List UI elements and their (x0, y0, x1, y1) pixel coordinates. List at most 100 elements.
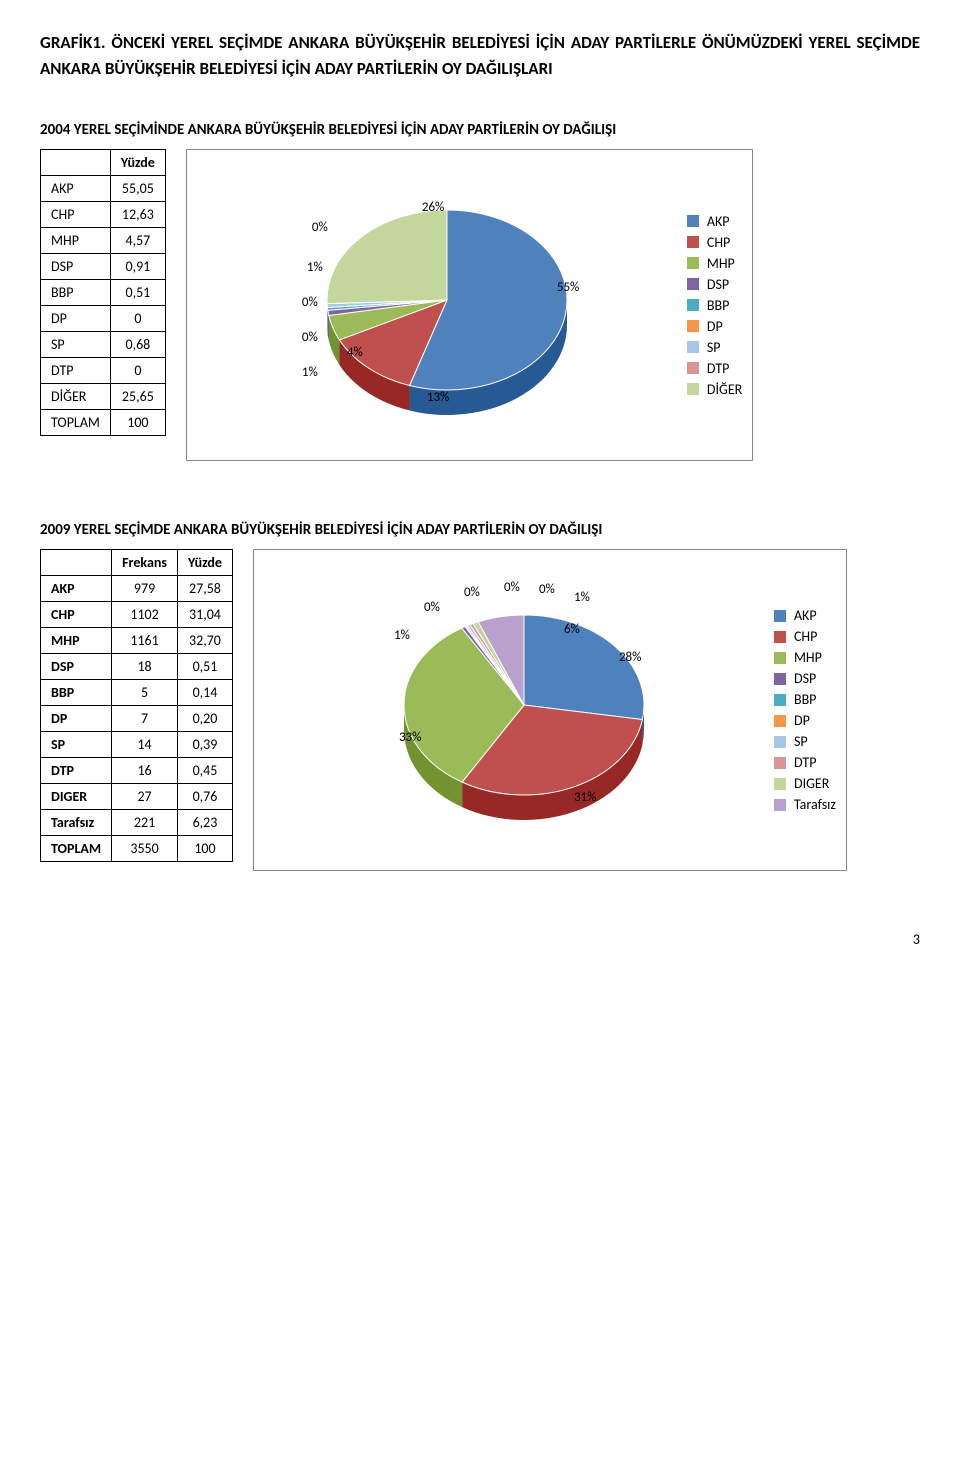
legend-swatch (774, 799, 786, 811)
table-row-label: DP (41, 706, 112, 732)
table-row-label: DSP (41, 654, 112, 680)
legend-item: AKP (687, 213, 742, 230)
table-row-label: DSP (41, 254, 111, 280)
legend-swatch (774, 610, 786, 622)
page-title: GRAFİK1. ÖNCEKİ YEREL SEÇİMDE ANKARA BÜY… (40, 30, 920, 81)
legend-label: SP (794, 733, 808, 750)
pie-pct-label: 13% (427, 390, 449, 405)
pie-pct-label: 1% (302, 365, 318, 380)
chart1-section: Yüzde AKP55,05CHP12,63MHP4,57DSP0,91BBP0… (40, 149, 920, 461)
chart2-title: 2009 YEREL SEÇİMDE ANKARA BÜYÜKŞEHİR BEL… (40, 521, 920, 539)
chart1-table-header: Yüzde (110, 150, 165, 176)
table-row-f: 5 (112, 680, 178, 706)
pie-pct-label: 6% (564, 622, 580, 637)
legend-item: BBP (687, 297, 742, 314)
legend-item: DTP (687, 360, 742, 377)
legend-label: DİĞER (707, 381, 742, 398)
table-row-label: CHP (41, 202, 111, 228)
table-row-label: AKP (41, 176, 111, 202)
legend-swatch (774, 694, 786, 706)
legend-item: SP (687, 339, 742, 356)
legend-label: AKP (707, 213, 730, 230)
legend-label: DSP (794, 670, 816, 687)
legend-item: DİĞER (687, 381, 742, 398)
table-row-y: 0,39 (177, 732, 232, 758)
table-row-label: SP (41, 332, 111, 358)
table-row-f: 1102 (112, 602, 178, 628)
table-row-label: DP (41, 306, 111, 332)
pie-pct-label: 1% (307, 260, 323, 275)
pie-pct-label: 26% (422, 200, 444, 215)
legend-label: DTP (794, 754, 817, 771)
legend-label: DP (707, 318, 723, 335)
table-row-label: DIGER (41, 784, 112, 810)
table-row-y: 0,76 (177, 784, 232, 810)
table-row-f: 7 (112, 706, 178, 732)
chart2-legend: AKPCHPMHPDSPBBPDPSPDTPDIGERTarafsız (774, 603, 836, 817)
legend-item: AKP (774, 607, 836, 624)
legend-label: DTP (707, 360, 730, 377)
chart2-pie: 28%31%33%1%0%0%0%0%1%6% (264, 560, 744, 860)
table-row-value: 0,68 (110, 332, 165, 358)
pie-pct-label: 0% (504, 580, 520, 595)
pie-pct-label: 1% (574, 590, 590, 605)
legend-item: DP (687, 318, 742, 335)
legend-swatch (687, 341, 699, 353)
legend-swatch (774, 757, 786, 769)
table-row-label: MHP (41, 228, 111, 254)
legend-swatch (774, 673, 786, 685)
chart1-wrap: 55%13%4%1%0%0%1%0%26% AKPCHPMHPDSPBBPDPS… (186, 149, 753, 461)
table-row-value: 25,65 (110, 384, 165, 410)
legend-swatch (687, 236, 699, 248)
table-row-y: 0,45 (177, 758, 232, 784)
legend-swatch (774, 631, 786, 643)
legend-swatch (687, 362, 699, 374)
table-row-value: 0 (110, 358, 165, 384)
legend-item: DSP (774, 670, 836, 687)
table-row-y: 100 (177, 836, 232, 862)
legend-label: CHP (794, 628, 817, 645)
table-row-y: 27,58 (177, 576, 232, 602)
legend-label: DP (794, 712, 810, 729)
pie-pct-label: 4% (347, 345, 363, 360)
table-row-f: 221 (112, 810, 178, 836)
table-row-f: 3550 (112, 836, 178, 862)
legend-label: DIGER (794, 775, 829, 792)
legend-swatch (687, 299, 699, 311)
table-row-label: CHP (41, 602, 112, 628)
table-row-label: TOPLAM (41, 410, 111, 436)
table-row-f: 16 (112, 758, 178, 784)
pie-pct-label: 31% (574, 790, 596, 805)
table-row-f: 14 (112, 732, 178, 758)
chart1-legend: AKPCHPMHPDSPBBPDPSPDTPDİĞER (687, 209, 742, 402)
legend-item: DP (774, 712, 836, 729)
legend-item: BBP (774, 691, 836, 708)
legend-item: MHP (687, 255, 742, 272)
table-row-label: AKP (41, 576, 112, 602)
table-row-y: 31,04 (177, 602, 232, 628)
table-row-f: 18 (112, 654, 178, 680)
page-number: 3 (40, 931, 920, 948)
legend-label: MHP (794, 649, 822, 666)
pie-pct-label: 0% (539, 582, 555, 597)
table-row-y: 0,20 (177, 706, 232, 732)
table-row-label: TOPLAM (41, 836, 112, 862)
table-row-label: DTP (41, 758, 112, 784)
chart2-wrap: 28%31%33%1%0%0%0%0%1%6% AKPCHPMHPDSPBBPD… (253, 549, 847, 871)
legend-item: SP (774, 733, 836, 750)
table-row-label: MHP (41, 628, 112, 654)
table-row-value: 0,51 (110, 280, 165, 306)
table-row-label: SP (41, 732, 112, 758)
table-row-value: 4,57 (110, 228, 165, 254)
table-row-label: Tarafsız (41, 810, 112, 836)
pie-pct-label: 33% (399, 730, 421, 745)
legend-label: BBP (794, 691, 816, 708)
legend-label: DSP (707, 276, 729, 293)
table-row-label: DİĞER (41, 384, 111, 410)
legend-swatch (687, 257, 699, 269)
table-row-f: 1161 (112, 628, 178, 654)
table-row-label: BBP (41, 280, 111, 306)
legend-swatch (774, 778, 786, 790)
table-row-y: 0,14 (177, 680, 232, 706)
pie-pct-label: 0% (312, 220, 328, 235)
